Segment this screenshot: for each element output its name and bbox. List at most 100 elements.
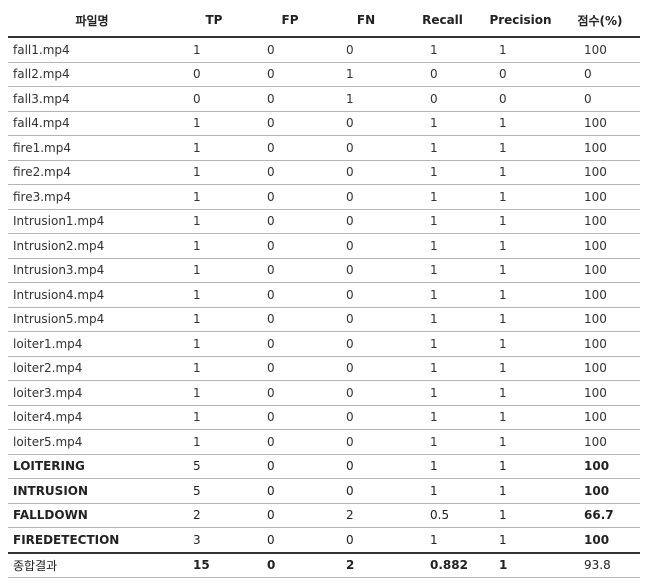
summary-row: FIREDETECTION 3 0 0 1 1 100 [8,527,640,553]
row-fn: 0 [328,160,404,185]
row-tp: 1 [176,111,252,136]
total-score: 93.8 [560,551,640,578]
row-precision: 1 [481,135,560,161]
row-tp: 3 [176,527,252,553]
row-recall: 1 [404,258,481,283]
row-tp: 1 [176,405,252,430]
row-filename: loiter2.mp4 [8,356,176,381]
row-score: 100 [560,258,640,283]
table-row: fire1.mp4 1 0 0 1 1 100 [8,135,640,161]
row-precision: 1 [481,380,560,406]
table-row: fall2.mp4 0 0 1 0 0 0 [8,62,640,87]
table-row: loiter5.mp4 1 0 0 1 1 100 [8,429,640,455]
row-fn: 0 [328,331,404,357]
row-precision: 1 [481,331,560,357]
total-tp: 15 [176,551,252,578]
row-fp: 0 [252,503,328,528]
row-filename: LOITERING [8,454,176,479]
row-precision: 1 [481,478,560,504]
row-precision: 1 [481,356,560,381]
row-fp: 0 [252,62,328,87]
row-filename: FALLDOWN [8,503,176,528]
row-precision: 1 [481,429,560,455]
row-precision: 1 [481,258,560,283]
row-fn: 0 [328,307,404,332]
table-row: fall1.mp4 1 0 0 1 1 100 [8,37,640,63]
total-label: 종합결과 [8,551,176,578]
row-fp: 0 [252,209,328,234]
row-fp: 0 [252,405,328,430]
row-score: 0 [560,86,640,112]
row-precision: 1 [481,209,560,234]
row-tp: 1 [176,233,252,259]
table-row: loiter1.mp4 1 0 0 1 1 100 [8,331,640,357]
table-row: loiter4.mp4 1 0 0 1 1 100 [8,405,640,430]
row-fn: 0 [328,209,404,234]
row-fn: 0 [328,478,404,504]
row-tp: 1 [176,307,252,332]
row-recall: 1 [404,356,481,381]
row-tp: 0 [176,62,252,87]
row-precision: 1 [481,503,560,528]
row-recall: 0 [404,62,481,87]
row-filename: INTRUSION [8,478,176,504]
table-row: Intrusion4.mp4 1 0 0 1 1 100 [8,282,640,308]
row-recall: 1 [404,282,481,308]
summary-row: LOITERING 5 0 0 1 1 100 [8,454,640,479]
row-fp: 0 [252,184,328,210]
row-filename: Intrusion5.mp4 [8,307,176,332]
row-score: 100 [560,331,640,357]
total-fp: 0 [252,551,328,578]
summary-row: INTRUSION 5 0 0 1 1 100 [8,478,640,504]
row-recall: 1 [404,135,481,161]
row-fp: 0 [252,454,328,479]
row-precision: 1 [481,405,560,430]
table-row: fire2.mp4 1 0 0 1 1 100 [8,160,640,185]
row-fp: 0 [252,356,328,381]
row-fp: 0 [252,282,328,308]
row-precision: 1 [481,527,560,553]
row-filename: fall2.mp4 [8,62,176,87]
row-filename: loiter5.mp4 [8,429,176,455]
row-fp: 0 [252,86,328,112]
row-fn: 0 [328,37,404,63]
total-precision: 1 [481,551,560,578]
row-recall: 0 [404,86,481,112]
row-precision: 1 [481,111,560,136]
row-precision: 1 [481,307,560,332]
row-tp: 1 [176,356,252,381]
row-fp: 0 [252,478,328,504]
row-fp: 0 [252,135,328,161]
row-precision: 1 [481,282,560,308]
row-precision: 1 [481,454,560,479]
row-fn: 0 [328,233,404,259]
row-fp: 0 [252,527,328,553]
row-fn: 0 [328,258,404,283]
row-recall: 1 [404,209,481,234]
header-precision: Precision [481,4,560,38]
table-row: fall4.mp4 1 0 0 1 1 100 [8,111,640,136]
row-recall: 1 [404,160,481,185]
row-recall: 1 [404,111,481,136]
row-score: 100 [560,233,640,259]
row-filename: FIREDETECTION [8,527,176,553]
total-row: 종합결과 15 0 2 0.882 1 93.8 [8,551,640,578]
header-fp: FP [252,4,328,38]
table-row: loiter2.mp4 1 0 0 1 1 100 [8,356,640,381]
row-precision: 0 [481,86,560,112]
row-tp: 1 [176,160,252,185]
header-row: 파일명 TP FP FN Recall Precision 점수(%) [8,4,640,38]
row-fn: 0 [328,527,404,553]
row-tp: 5 [176,478,252,504]
total-fn: 2 [328,551,404,578]
row-fp: 0 [252,258,328,283]
row-score: 100 [560,405,640,430]
total-recall: 0.882 [404,551,481,578]
row-filename: fire2.mp4 [8,160,176,185]
row-recall: 1 [404,429,481,455]
row-tp: 1 [176,331,252,357]
table-row: loiter3.mp4 1 0 0 1 1 100 [8,380,640,406]
row-fn: 0 [328,380,404,406]
row-precision: 1 [481,37,560,63]
row-filename: Intrusion4.mp4 [8,282,176,308]
